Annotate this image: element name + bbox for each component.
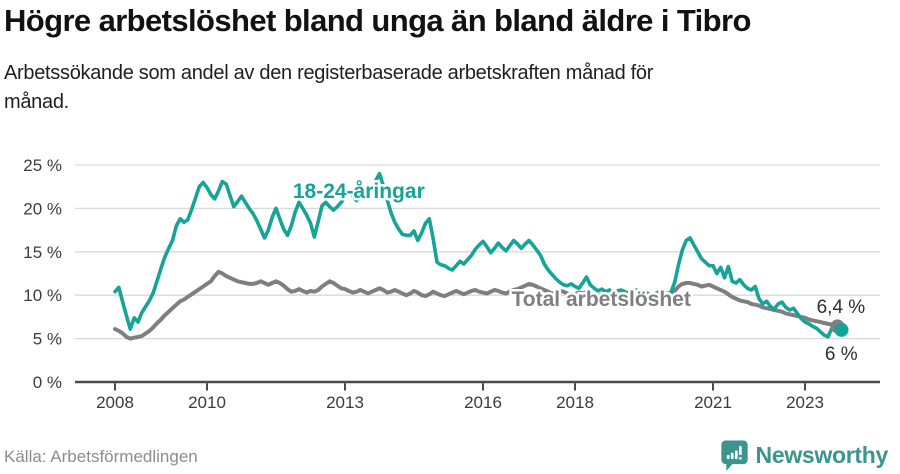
end-value-label: 6,4 % — [817, 297, 866, 318]
end-value-label: 6 % — [825, 344, 858, 365]
y-tick-label: 0 % — [33, 373, 62, 392]
series-label-total: Total arbetslöshet — [512, 288, 691, 311]
y-tick-label: 25 % — [23, 156, 62, 175]
source-note: Källa: Arbetsförmedlingen — [4, 447, 198, 466]
y-tick-label: 10 % — [23, 286, 62, 305]
y-tick-label: 5 % — [33, 330, 62, 349]
x-tick-label: 2013 — [326, 393, 364, 412]
page-subtitle: Arbetssökande som andel av den registerb… — [4, 62, 654, 113]
newsworthy-logo: Newsworthy — [720, 436, 888, 474]
end-dot-youth — [834, 322, 849, 337]
chart-svg: 25 % 20 % 15 % 10 % 5 % 0 % 2008 2010 2013 2016 20… — [23, 156, 880, 412]
footer: Källa: Arbetsförmedlingen Newsworthy — [0, 436, 900, 474]
x-tick-label: 2008 — [96, 393, 134, 412]
newsworthy-bubble-chart-icon — [720, 440, 748, 471]
chart-area: 25 % 20 % 15 % 10 % 5 % 0 % 2008 2010 2013 2016 20… — [0, 140, 900, 430]
x-tick-label: 2021 — [694, 393, 732, 412]
x-tick-label: 2018 — [556, 393, 594, 412]
x-tick-label: 2016 — [464, 393, 502, 412]
newsworthy-wordmark: Newsworthy — [755, 441, 889, 468]
series-line-total — [113, 269, 842, 341]
x-tick-label: 2023 — [786, 393, 824, 412]
page-title: Högre arbetslöshet bland unga än bland ä… — [4, 3, 751, 38]
series-label-youth: 18-24-åringar — [293, 180, 425, 203]
x-tick-label: 2010 — [188, 393, 226, 412]
y-tick-label: 15 % — [23, 243, 62, 262]
series-line-youth — [113, 171, 842, 339]
y-tick-label: 20 % — [23, 199, 62, 218]
